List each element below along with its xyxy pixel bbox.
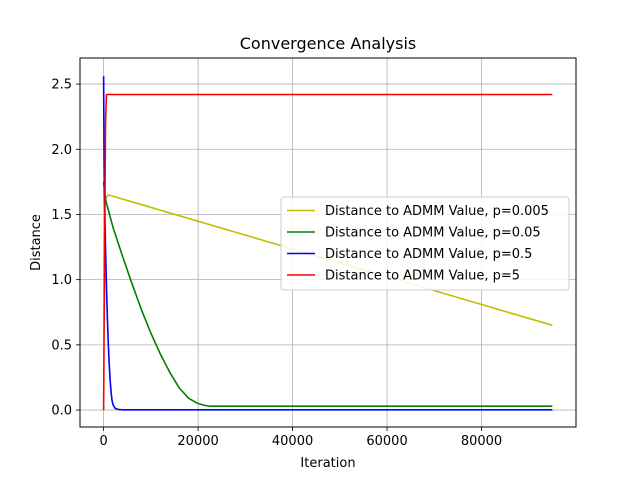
y-tick-label: 2.0 xyxy=(51,143,72,158)
y-tick-label: 1.5 xyxy=(51,208,72,223)
legend-label: Distance to ADMM Value, p=5 xyxy=(325,269,520,284)
x-tick-label: 40000 xyxy=(272,434,313,449)
y-axis-label: Distance xyxy=(29,214,44,271)
y-tick-label: 0.5 xyxy=(51,338,72,353)
legend-label: Distance to ADMM Value, p=0.05 xyxy=(325,226,541,241)
axis-ticks: 0 20000 40000 60000 80000 0.0 0.5 1.0 1.5 2.0 2.5 xyxy=(51,78,502,449)
legend-label: Distance to ADMM Value, p=0.5 xyxy=(325,247,532,262)
x-tick-label: 0 xyxy=(99,434,107,449)
series-line xyxy=(102,93,553,411)
y-tick-label: 2.5 xyxy=(51,78,72,93)
y-tick-label: 1.0 xyxy=(51,273,72,288)
legend: Distance to ADMM Value, p=0.005 Distance … xyxy=(280,196,570,291)
legend-box xyxy=(280,196,570,291)
legend-label: Distance to ADMM Value, p=0.005 xyxy=(325,204,549,219)
series-line xyxy=(102,181,553,407)
x-axis-label: Iteration xyxy=(300,456,355,471)
x-tick-label: 80000 xyxy=(461,434,502,449)
chart-title: Convergence Analysis xyxy=(240,34,417,53)
y-tick-label: 0.0 xyxy=(51,404,72,419)
x-tick-label: 20000 xyxy=(177,434,218,449)
plot-frame xyxy=(79,57,577,428)
x-tick-label: 60000 xyxy=(366,434,407,449)
